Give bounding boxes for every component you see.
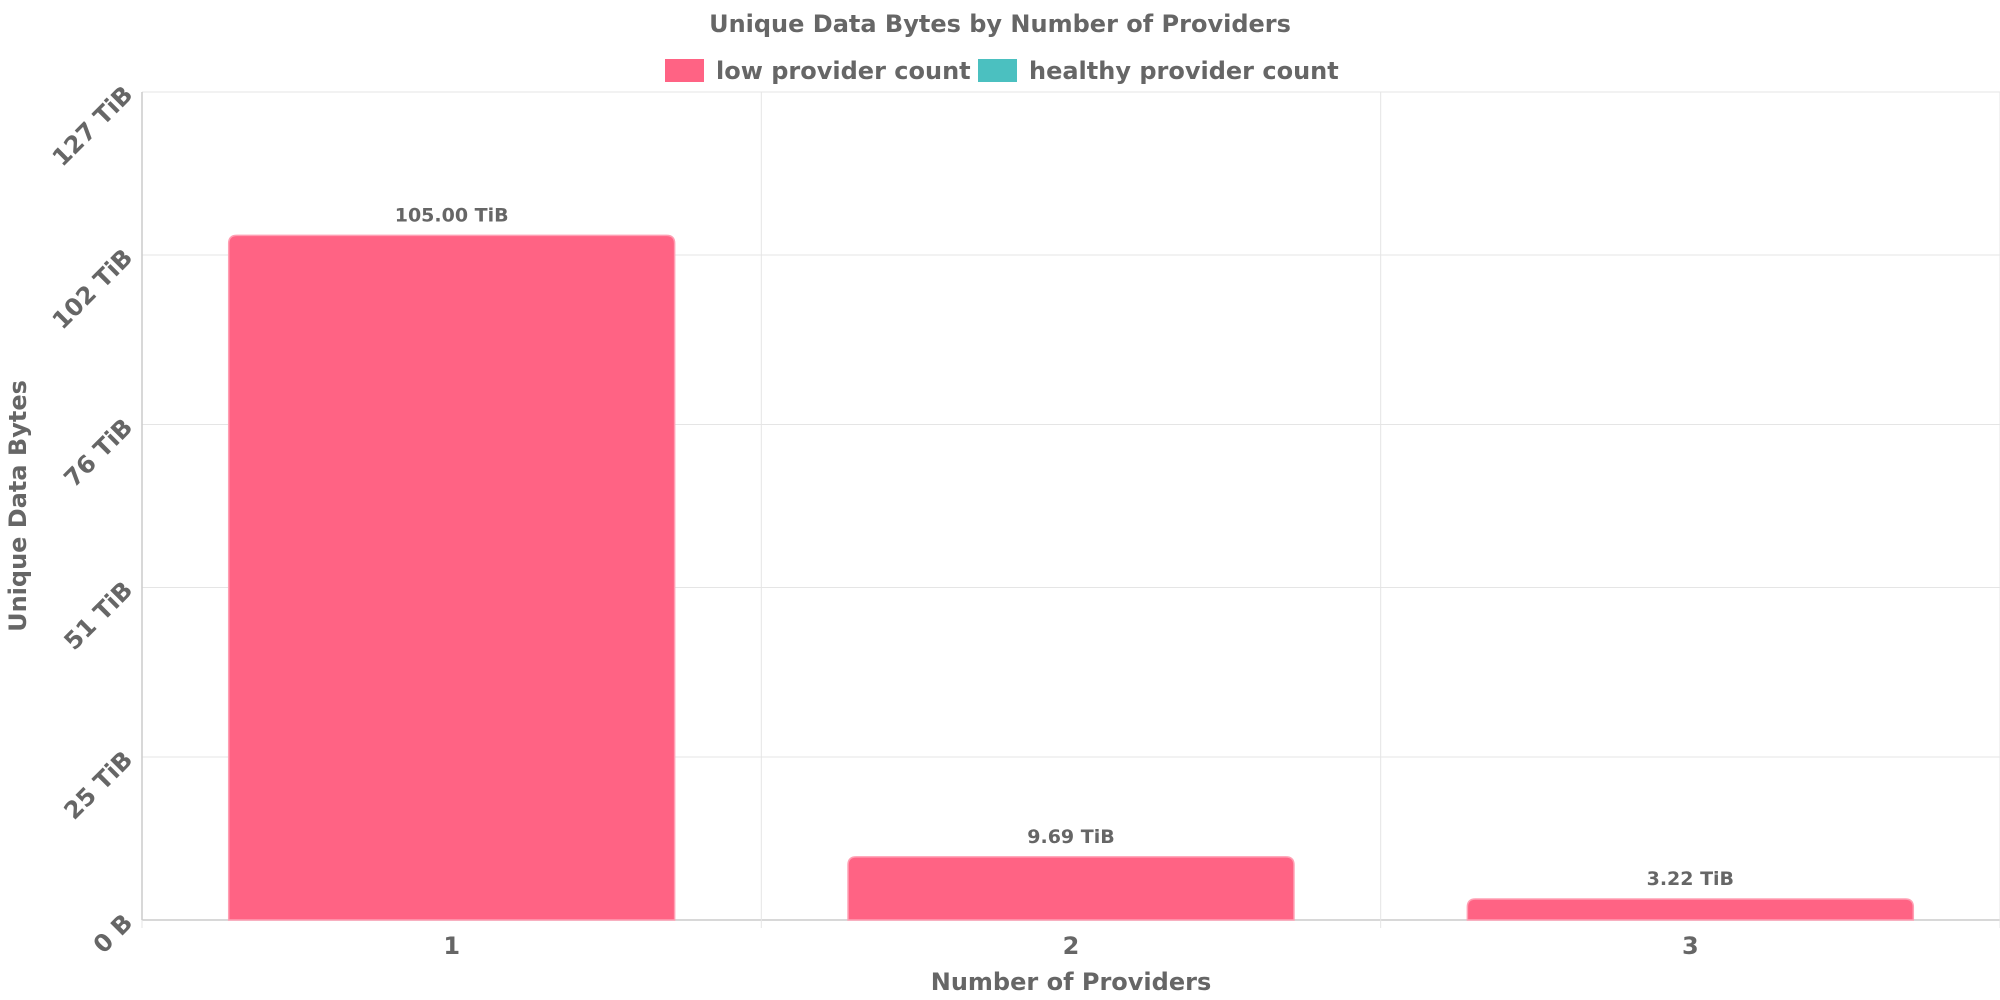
- data-label-1: 105.00 TiB: [395, 204, 509, 226]
- y-tick-label: 76 TiB: [59, 413, 139, 493]
- data-labels: 105.00 TiB 9.69 TiB 3.22 TiB: [395, 204, 1734, 890]
- x-tick-label: 3: [1682, 932, 1699, 960]
- y-axis-title: Unique Data Bytes: [4, 380, 32, 632]
- legend-label-low: low provider count: [716, 57, 971, 85]
- chart-title: Unique Data Bytes by Number of Providers: [709, 10, 1291, 38]
- legend-item-healthy[interactable]: healthy provider count: [978, 57, 1339, 85]
- legend: low provider count healthy provider coun…: [665, 57, 1339, 85]
- legend-label-healthy: healthy provider count: [1029, 57, 1339, 85]
- y-axis-ticks: 0 B 25 TiB 51 TiB 76 TiB 102 TiB 127 TiB: [47, 80, 138, 958]
- bar-3: [1466, 898, 1915, 921]
- y-tick-label: 0 B: [88, 908, 138, 958]
- data-label-2: 9.69 TiB: [1027, 826, 1114, 848]
- x-axis-title: Number of Providers: [931, 968, 1211, 996]
- y-tick-label: 25 TiB: [59, 745, 139, 825]
- legend-item-low[interactable]: low provider count: [665, 57, 971, 85]
- legend-swatch-low: [665, 59, 704, 82]
- data-label-3: 3.22 TiB: [1647, 868, 1734, 890]
- y-tick-label: 102 TiB: [47, 243, 138, 334]
- y-tick-label: 51 TiB: [59, 576, 139, 656]
- bars: [227, 234, 1915, 921]
- y-tick-label: 127 TiB: [47, 80, 138, 171]
- bar-1: [227, 234, 676, 921]
- x-axis-ticks: 1 2 3: [443, 932, 1698, 960]
- x-tick-label: 1: [443, 932, 460, 960]
- legend-swatch-healthy: [978, 59, 1017, 82]
- x-tick-label: 2: [1063, 932, 1080, 960]
- bar-2: [847, 856, 1295, 921]
